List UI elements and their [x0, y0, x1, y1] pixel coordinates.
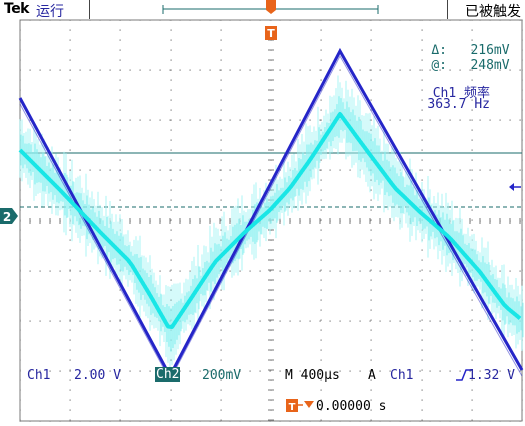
delta-value: 216mV [470, 43, 510, 58]
ch2-label: Ch2 [155, 367, 181, 382]
cursor-delta-readout: Δ: 216mV [400, 28, 509, 73]
ch2-trace [18, 112, 522, 329]
trigger-mode: A [368, 368, 376, 383]
timebase: M 400µs [285, 368, 340, 383]
rising-edge-icon [456, 369, 472, 381]
at-value: 248mV [470, 58, 510, 73]
ch1-label: Ch1 [27, 368, 51, 383]
trigger-level: 1.32 V [468, 368, 515, 383]
trigger-position-marker[interactable]: T [265, 0, 277, 40]
frequency-value: 363.7 Hz [427, 97, 490, 112]
ch1-trace-fuzz [19, 54, 523, 382]
run-state-label: 运行 [36, 4, 64, 20]
frequency-label: Ch1 频率 [432, 86, 490, 101]
trigger-source: Ch1 [390, 368, 414, 383]
ch2-ground-marker[interactable]: 2 [0, 208, 18, 224]
ch1-scale: 2.00 V [74, 368, 121, 383]
at-label: @: [431, 58, 447, 73]
status-bar: Tek 运行 已被触发 [0, 0, 525, 20]
svg-text:T: T [289, 402, 296, 413]
ch2-scale: 200mV [202, 368, 242, 383]
trigger-status-label: 已被触发 [465, 4, 521, 20]
status-separator [447, 0, 448, 19]
trigger-position-icon: T [286, 399, 314, 413]
status-separator [89, 0, 90, 19]
delta-label: Δ: [431, 43, 447, 58]
trigger-marker-label: T [267, 27, 275, 40]
trigger-position-value: 0.00000 s [316, 399, 387, 414]
trigger-level-arrow[interactable] [509, 183, 521, 191]
brand-logo: Tek [4, 1, 30, 17]
ch2-marker-label: 2 [3, 210, 11, 224]
ch1-trace [18, 47, 524, 380]
cursor-at-readout: @: 248mV [400, 43, 509, 88]
